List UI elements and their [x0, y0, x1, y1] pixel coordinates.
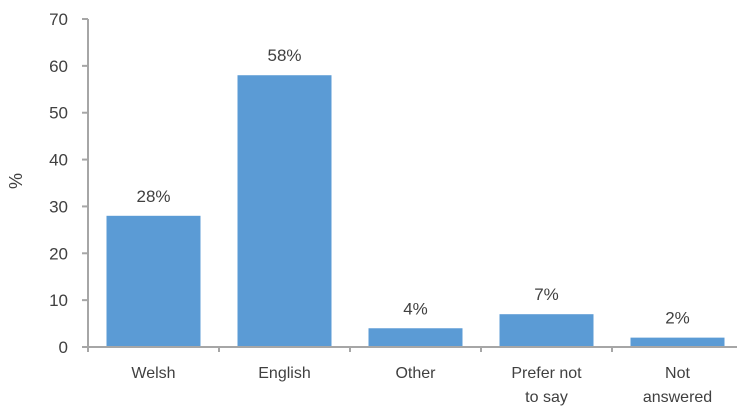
- y-tick-label: 10: [49, 291, 68, 310]
- x-category-label: Not answered: [643, 365, 712, 406]
- y-tick-label: 50: [49, 104, 68, 123]
- x-category-label: English: [258, 365, 310, 382]
- x-category-label-line: Not: [665, 365, 690, 382]
- x-category-label-line: English: [258, 365, 310, 382]
- y-tick-label: 30: [49, 197, 68, 216]
- data-label: 4%: [403, 299, 428, 318]
- x-category-label: Welsh: [131, 365, 175, 382]
- data-label: 28%: [136, 187, 170, 206]
- x-category-label: Other: [395, 365, 436, 382]
- x-axis-labels: Welsh English Other Prefer not to say Not answ…: [131, 365, 712, 406]
- bar: [106, 215, 201, 347]
- bar: [630, 337, 725, 347]
- data-label: 2%: [665, 309, 690, 328]
- x-category-label-line: Prefer not: [511, 365, 582, 382]
- axes: [82, 19, 737, 352]
- x-category-label-line: Welsh: [131, 365, 175, 382]
- y-tick-label: 60: [49, 57, 68, 76]
- y-axis-title: %: [6, 173, 26, 189]
- x-category-label-line: answered: [643, 389, 712, 406]
- x-category-label-line: to say: [525, 389, 568, 406]
- bar: [237, 75, 332, 347]
- bar: [368, 328, 463, 347]
- y-tick-label: 20: [49, 244, 68, 263]
- bars: [106, 75, 725, 347]
- data-label: 7%: [534, 285, 559, 304]
- y-tick-label: 40: [49, 151, 68, 170]
- data-labels: 28% 58% 4% 7% 2%: [136, 46, 689, 327]
- y-axis-ticks: 0 10 20 30 40 50 60 70: [49, 10, 88, 357]
- x-category-label-line: Other: [395, 365, 436, 382]
- y-tick-label: 0: [59, 338, 68, 357]
- x-category-label: Prefer not to say: [511, 365, 582, 406]
- bar: [499, 314, 594, 347]
- y-tick-label: 70: [49, 10, 68, 29]
- data-label: 58%: [267, 46, 301, 65]
